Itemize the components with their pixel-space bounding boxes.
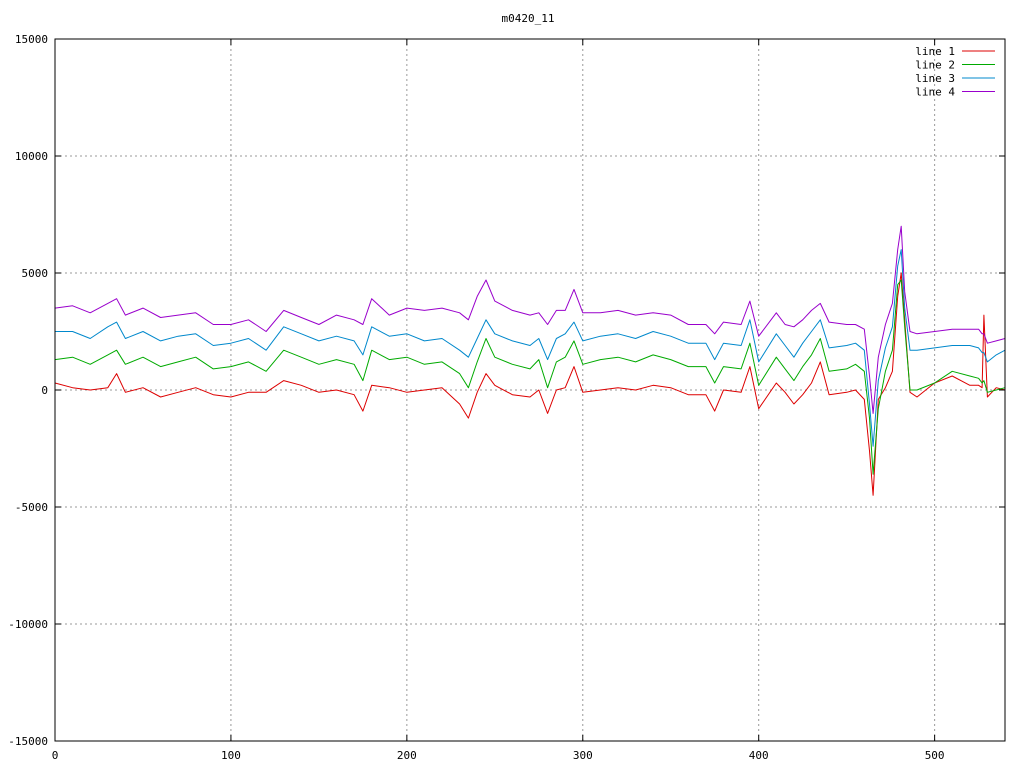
x-tick-label: 100 <box>221 749 241 762</box>
y-tick-label: 10000 <box>15 150 48 163</box>
y-tick-label: 15000 <box>15 33 48 46</box>
x-tick-label: 500 <box>925 749 945 762</box>
x-tick-label: 300 <box>573 749 593 762</box>
y-tick-label: -10000 <box>8 618 48 631</box>
x-tick-label: 0 <box>52 749 59 762</box>
y-tick-label: 0 <box>41 384 48 397</box>
series-layer <box>54 225 1006 496</box>
y-axis: 15000 10000 5000 0 -5000 -10000 -15000 <box>8 33 1005 748</box>
x-tick-label: 400 <box>749 749 769 762</box>
series-line-1 <box>54 272 1006 496</box>
y-tick-label: -5000 <box>15 501 48 514</box>
series-line-3 <box>55 249 1006 447</box>
grid-lines <box>55 39 1005 741</box>
y-tick-label: -15000 <box>8 735 48 748</box>
legend-label: line 3 <box>915 72 955 85</box>
x-tick-label: 200 <box>397 749 417 762</box>
legend-label: line 4 <box>915 86 955 99</box>
x-axis: 0 100 200 300 400 500 <box>52 39 945 762</box>
legend-label: line 2 <box>915 59 955 72</box>
chart-title: m0420_11 <box>502 12 555 25</box>
series-line-2 <box>54 279 1006 475</box>
legend-label: line 1 <box>915 45 955 58</box>
series-line-4 <box>54 225 1006 414</box>
y-tick-label: 5000 <box>22 267 49 280</box>
